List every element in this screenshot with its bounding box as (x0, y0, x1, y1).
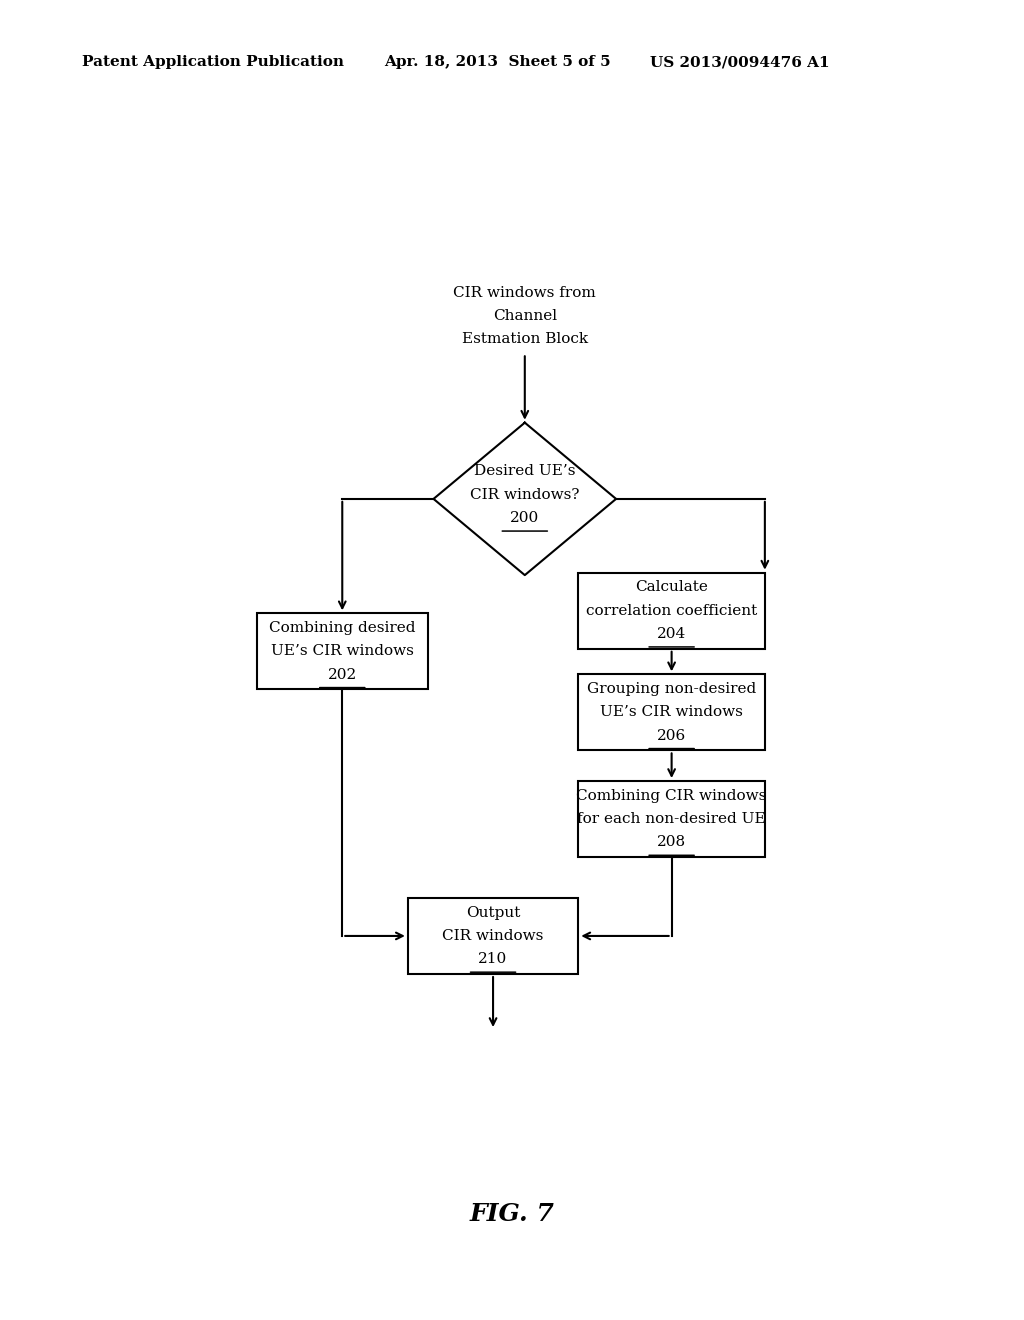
Text: 204: 204 (657, 627, 686, 642)
Text: Patent Application Publication: Patent Application Publication (82, 55, 344, 70)
Text: for each non-desired UE: for each non-desired UE (578, 812, 766, 826)
Text: 206: 206 (657, 729, 686, 743)
Text: 202: 202 (328, 668, 357, 681)
Text: UE’s CIR windows: UE’s CIR windows (270, 644, 414, 659)
FancyBboxPatch shape (408, 898, 579, 974)
Text: Output: Output (466, 906, 520, 920)
Text: US 2013/0094476 A1: US 2013/0094476 A1 (650, 55, 829, 70)
Text: Desired UE’s: Desired UE’s (474, 465, 575, 478)
FancyBboxPatch shape (579, 573, 765, 649)
Text: Apr. 18, 2013  Sheet 5 of 5: Apr. 18, 2013 Sheet 5 of 5 (384, 55, 610, 70)
Text: Combining desired: Combining desired (269, 620, 416, 635)
Text: Channel: Channel (493, 309, 557, 323)
Text: Combining CIR windows: Combining CIR windows (577, 788, 767, 803)
Text: Estmation Block: Estmation Block (462, 333, 588, 346)
Text: CIR windows: CIR windows (442, 929, 544, 942)
FancyBboxPatch shape (257, 614, 428, 689)
FancyBboxPatch shape (579, 781, 765, 857)
Text: 200: 200 (510, 511, 540, 525)
Text: 210: 210 (478, 952, 508, 966)
Text: FIG. 7: FIG. 7 (470, 1203, 554, 1226)
Text: Calculate: Calculate (635, 581, 708, 594)
Text: 208: 208 (657, 836, 686, 850)
FancyBboxPatch shape (579, 675, 765, 751)
Text: UE’s CIR windows: UE’s CIR windows (600, 705, 743, 719)
Text: correlation coefficient: correlation coefficient (586, 603, 757, 618)
Text: Grouping non-desired: Grouping non-desired (587, 682, 757, 696)
Text: CIR windows?: CIR windows? (470, 488, 580, 502)
Text: CIR windows from: CIR windows from (454, 285, 596, 300)
